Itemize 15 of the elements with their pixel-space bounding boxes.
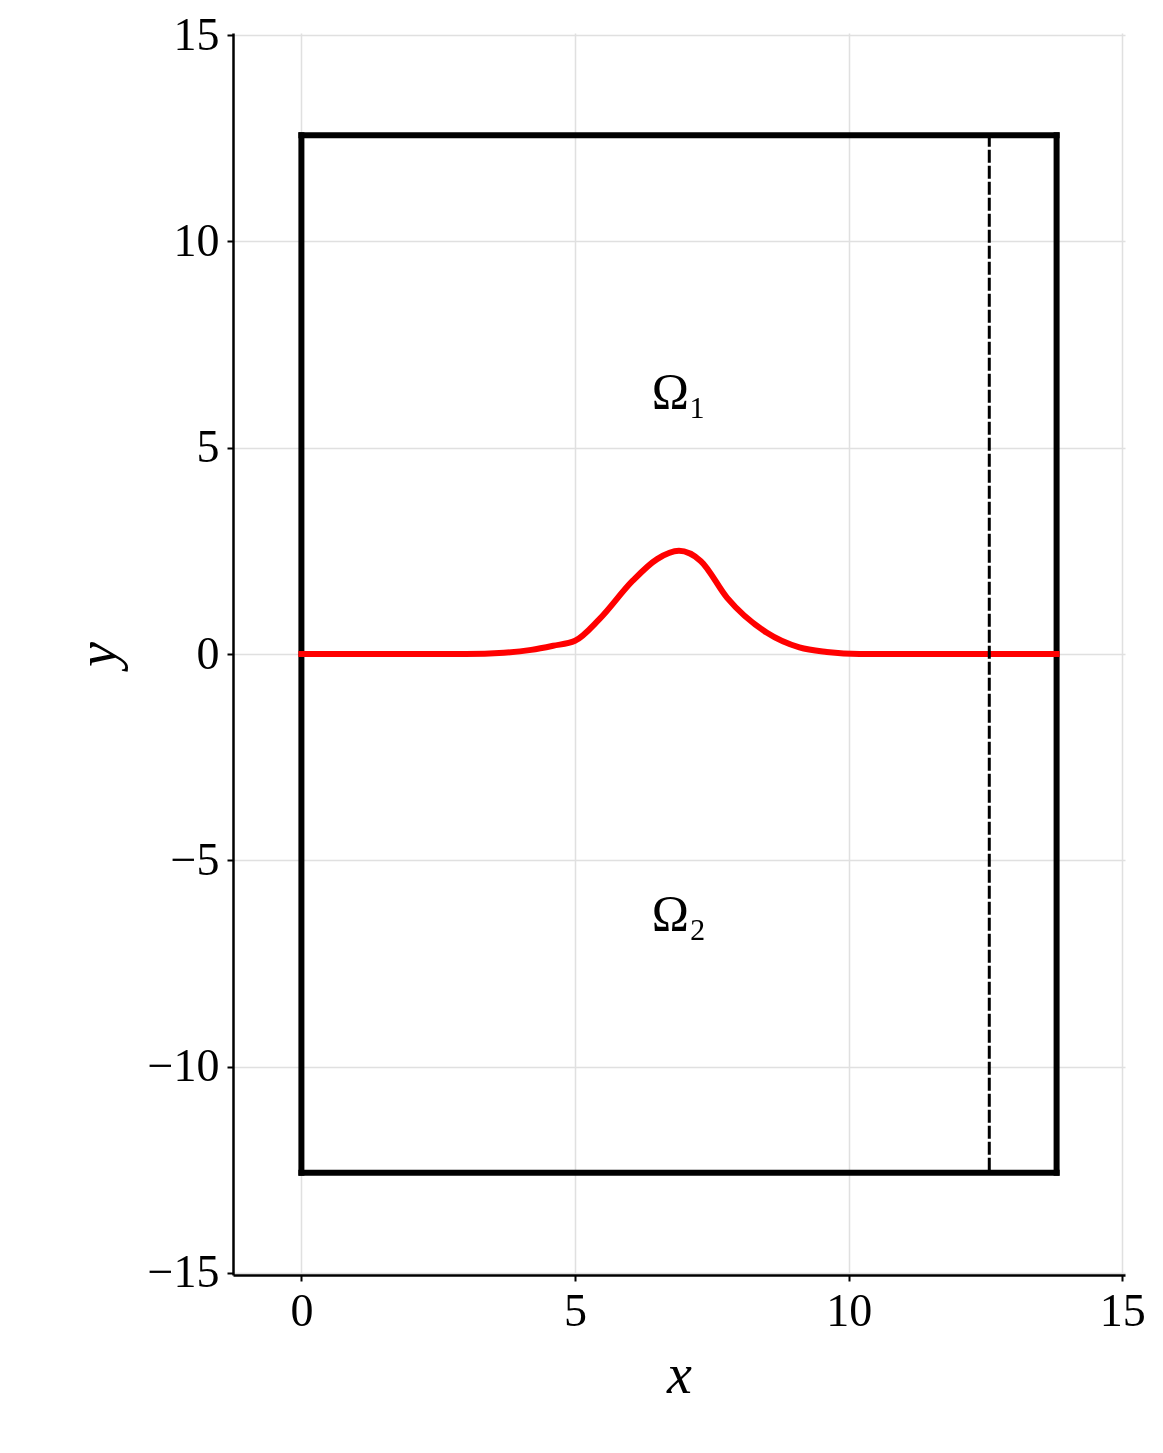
x-tick-label: 10	[826, 1284, 873, 1336]
y-tick-label: 10	[173, 214, 220, 266]
x-tick-label: 5	[564, 1284, 588, 1336]
x-tick-label: 0	[290, 1284, 314, 1336]
y-axis-title: y	[65, 641, 128, 672]
y-tick-label: 5	[196, 421, 220, 473]
y-tick-label: −15	[147, 1246, 220, 1298]
x-axis-title: x	[666, 1342, 693, 1405]
y-tick-label: −5	[170, 833, 220, 885]
annotation: Ω₂	[651, 884, 707, 941]
y-tick-label: 15	[173, 8, 220, 60]
x-tick-label: 15	[1099, 1284, 1146, 1336]
y-tick-label: −10	[147, 1040, 220, 1092]
annotation: Ω₁	[651, 363, 707, 420]
y-tick-label: 0	[196, 627, 220, 679]
